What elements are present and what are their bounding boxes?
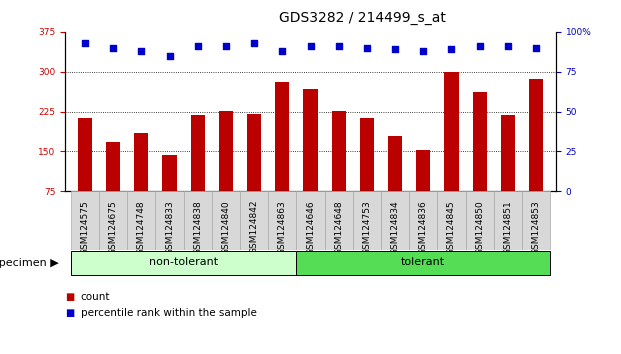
Point (531, 45, 541, 51)
Point (333, 44, 343, 49)
Text: GSM124575: GSM124575 (81, 200, 89, 255)
Text: GSM124842: GSM124842 (250, 200, 258, 255)
Bar (71, 191, 99, 250)
Text: percentile rank within the sample: percentile rank within the sample (81, 308, 256, 318)
Text: specimen ▶: specimen ▶ (0, 258, 59, 268)
Bar (184, 191, 212, 250)
Point (390, 47, 400, 52)
Bar (304, 88, 317, 191)
Bar (212, 191, 240, 250)
Bar (332, 111, 346, 191)
Point (108, 45, 118, 51)
Bar (99, 191, 127, 250)
Text: GSM124851: GSM124851 (504, 200, 512, 255)
Text: ■: ■ (65, 292, 75, 302)
Bar (219, 111, 233, 191)
Bar (155, 191, 184, 250)
Bar (275, 82, 289, 191)
Text: GSM124753: GSM124753 (363, 200, 371, 255)
Text: GSM124850: GSM124850 (475, 200, 484, 255)
Text: GDS3282 / 214499_s_at: GDS3282 / 214499_s_at (279, 11, 446, 25)
Bar (437, 191, 466, 250)
Bar (325, 191, 353, 250)
Bar (127, 191, 155, 250)
Point (503, 44, 513, 49)
Point (278, 48, 288, 54)
Bar (445, 72, 458, 191)
Bar (78, 118, 92, 191)
Bar (473, 92, 487, 191)
Point (419, 48, 428, 54)
Bar (501, 115, 515, 191)
Bar (360, 118, 374, 191)
Text: GSM124853: GSM124853 (532, 200, 540, 255)
Text: GSM124836: GSM124836 (419, 200, 428, 255)
Bar (494, 191, 522, 250)
Bar (416, 150, 430, 191)
Bar (353, 191, 381, 250)
Text: GSM124834: GSM124834 (391, 200, 399, 255)
Text: GSM124648: GSM124648 (334, 200, 343, 255)
Bar (268, 191, 296, 250)
Text: GSM124675: GSM124675 (109, 200, 117, 255)
Bar (240, 191, 268, 250)
Text: GSM124863: GSM124863 (278, 200, 287, 255)
Point (474, 44, 484, 49)
Bar (381, 191, 409, 250)
Point (249, 40, 259, 46)
Point (446, 47, 456, 52)
Text: ■: ■ (65, 308, 75, 318)
Text: GSM124748: GSM124748 (137, 200, 146, 255)
Text: GSM124840: GSM124840 (222, 200, 230, 255)
Bar (522, 191, 550, 250)
Point (362, 45, 372, 51)
Bar (466, 191, 494, 250)
Bar (106, 142, 120, 191)
Text: count: count (81, 292, 111, 302)
Bar (409, 191, 437, 250)
Text: non-tolerant: non-tolerant (149, 257, 218, 267)
Point (137, 48, 147, 54)
Bar (191, 115, 205, 191)
Text: GSM124838: GSM124838 (193, 200, 202, 255)
Bar (247, 114, 261, 191)
Text: GSM124845: GSM124845 (447, 200, 456, 255)
Point (165, 53, 175, 58)
Bar (529, 79, 543, 191)
Point (80, 40, 90, 46)
Bar (134, 133, 148, 191)
Bar (163, 155, 176, 191)
Bar (296, 191, 325, 250)
Point (221, 44, 231, 49)
Text: GSM124833: GSM124833 (165, 200, 174, 255)
Point (193, 44, 202, 49)
Text: GSM124646: GSM124646 (306, 200, 315, 255)
Bar (71, 251, 296, 275)
Point (306, 44, 315, 49)
Bar (388, 136, 402, 191)
Bar (296, 251, 550, 275)
Text: tolerant: tolerant (401, 257, 445, 267)
